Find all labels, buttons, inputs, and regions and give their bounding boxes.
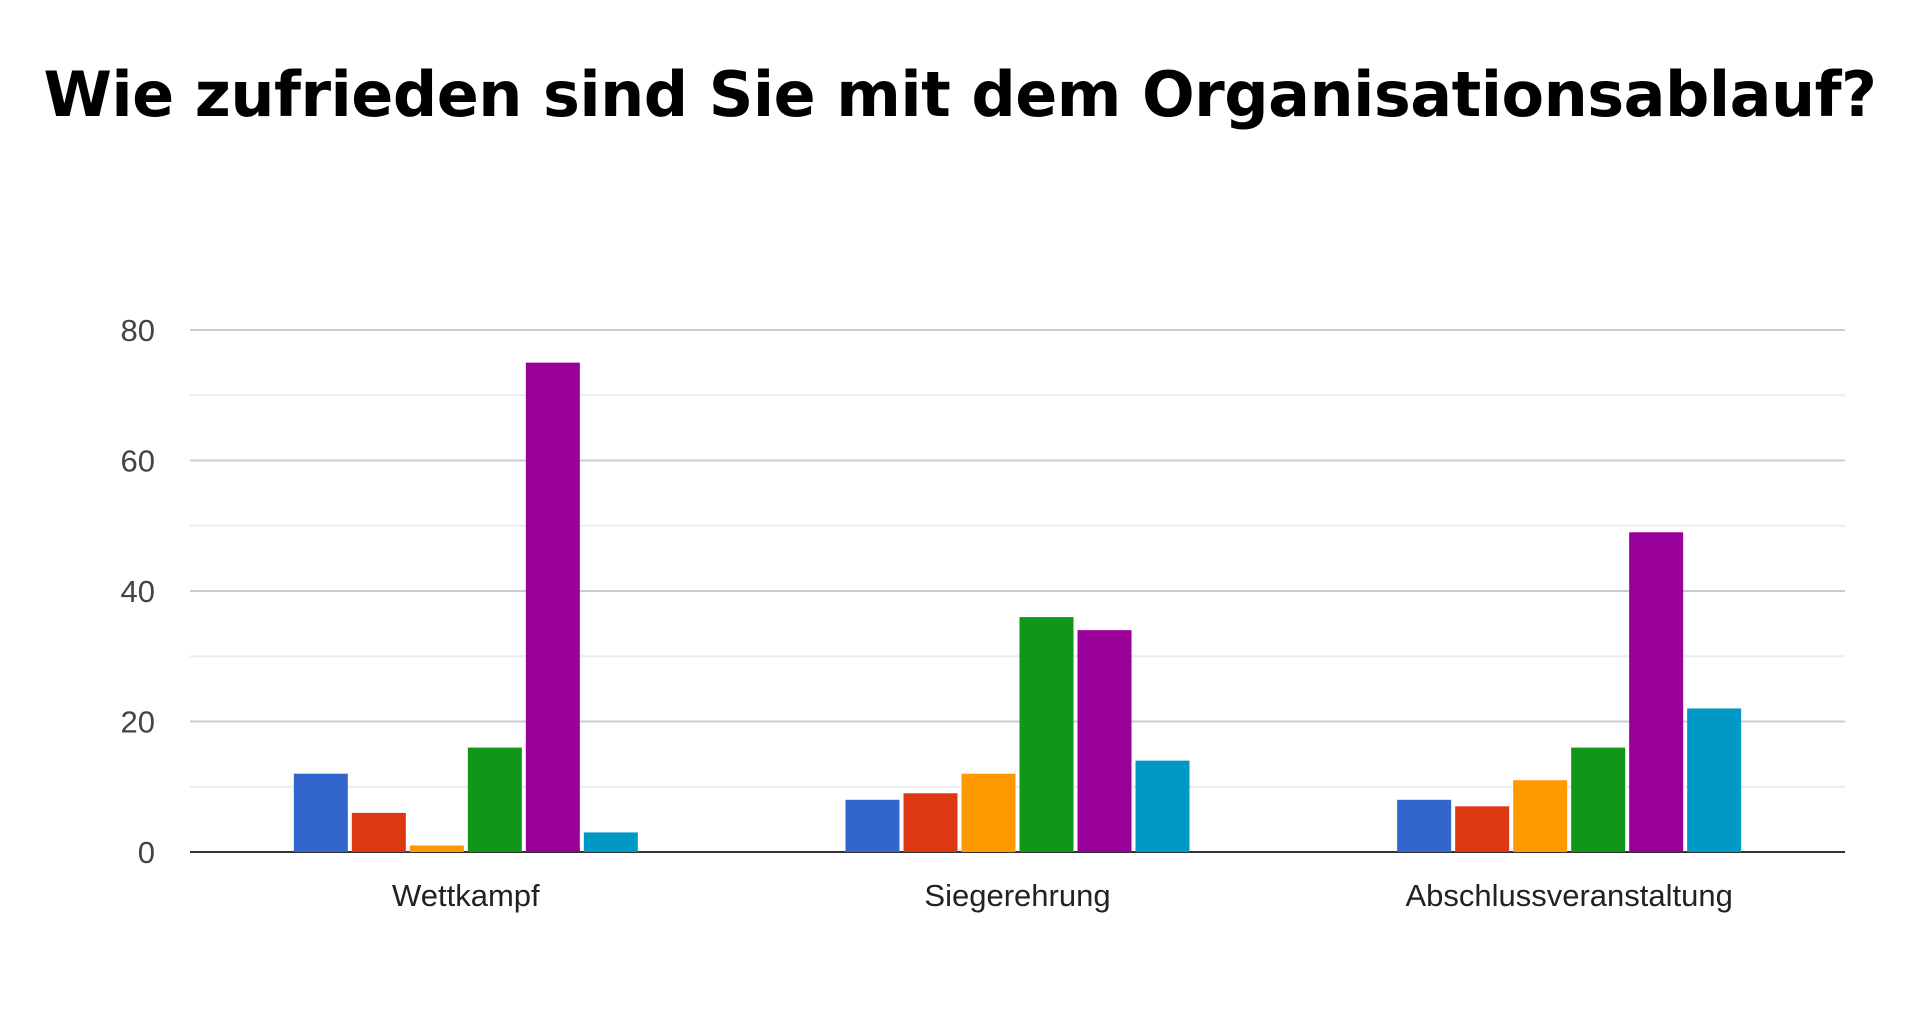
x-axis-category-labels: Wettkampf Siegerehrung Abschlussveranstalt… bbox=[392, 878, 1733, 913]
y-tick-label: 60 bbox=[121, 444, 155, 479]
grid-lines bbox=[190, 329, 1845, 853]
y-tick-label: 0 bbox=[138, 835, 155, 870]
bar bbox=[351, 812, 406, 852]
bar bbox=[467, 747, 522, 852]
bar bbox=[409, 845, 464, 852]
x-category-label: Siegerehrung bbox=[924, 878, 1110, 913]
x-category-label: Wettkampf bbox=[392, 878, 540, 913]
bars bbox=[293, 362, 1742, 852]
bar bbox=[583, 832, 638, 852]
bar bbox=[1019, 617, 1074, 852]
y-tick-label: 40 bbox=[121, 574, 155, 609]
bar bbox=[1135, 760, 1190, 852]
bar bbox=[1513, 780, 1568, 852]
bar bbox=[1571, 747, 1626, 852]
bar bbox=[1397, 799, 1452, 852]
bar bbox=[903, 793, 958, 852]
bar bbox=[1077, 630, 1132, 852]
y-tick-label: 20 bbox=[121, 705, 155, 740]
bar bbox=[961, 773, 1016, 852]
bar bbox=[1687, 708, 1742, 852]
chart-title: Wie zufrieden sind Sie mit dem Organisat… bbox=[43, 58, 1877, 131]
bar bbox=[845, 799, 900, 852]
y-tick-label: 80 bbox=[121, 313, 155, 348]
bar bbox=[1629, 532, 1684, 852]
bar bbox=[1455, 806, 1510, 852]
x-category-label: Abschlussveranstaltung bbox=[1405, 878, 1732, 913]
bar bbox=[525, 362, 580, 852]
y-axis-tick-labels: 0 20 40 60 80 bbox=[121, 313, 155, 870]
bar bbox=[293, 773, 348, 852]
